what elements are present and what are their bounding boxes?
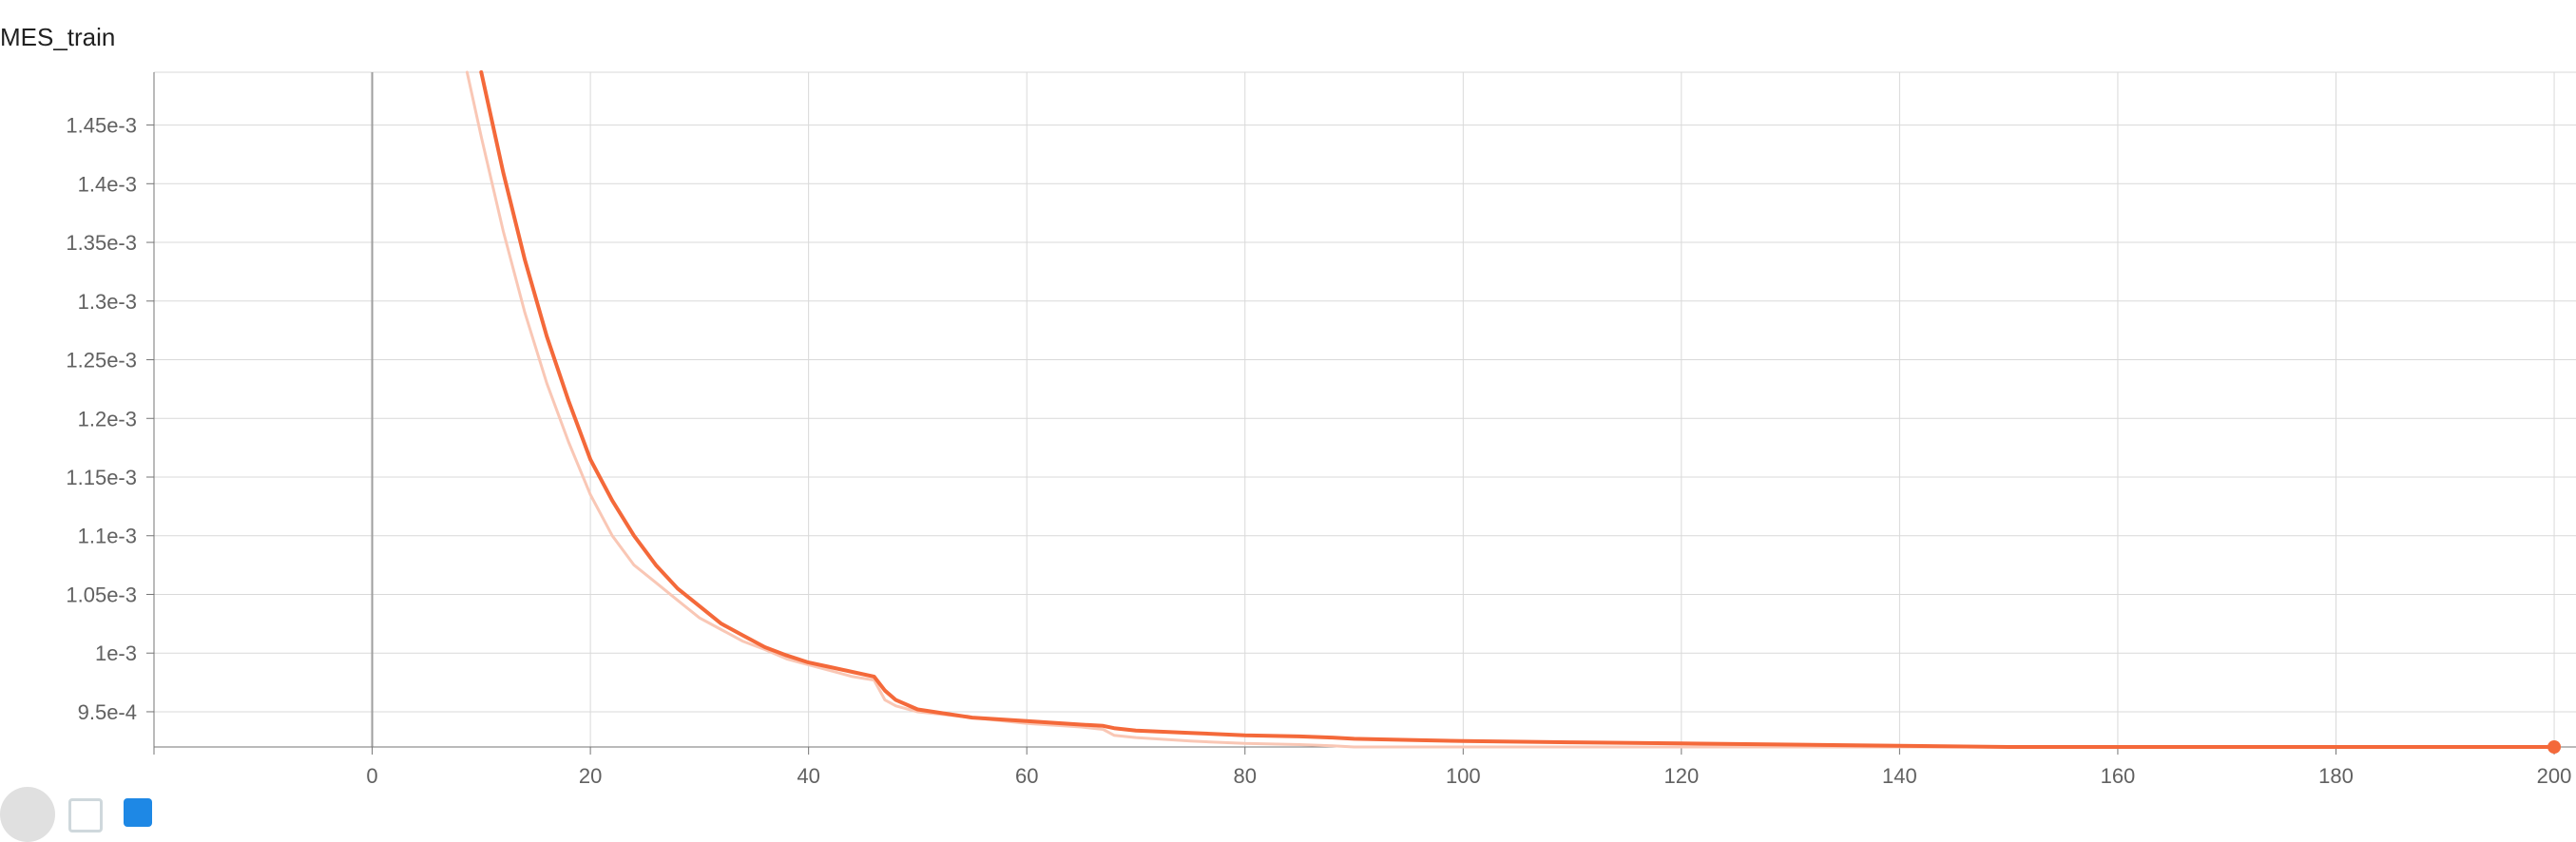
x-tick-label: 0 [366, 764, 377, 788]
expand-icon[interactable] [0, 787, 55, 842]
x-tick-label: 120 [1663, 764, 1699, 788]
chart-title: MES_train [0, 23, 116, 51]
x-tick-label: 160 [2101, 764, 2136, 788]
smoothed-series-line[interactable] [479, 70, 2556, 749]
x-tick-label: 20 [579, 764, 602, 788]
y-tick-label: 1.05e-3 [66, 583, 137, 606]
grid-lines [154, 71, 2576, 747]
x-tick-label: 140 [1882, 764, 1917, 788]
x-tick-label: 40 [797, 764, 819, 788]
y-tick-label: 1.15e-3 [66, 466, 137, 489]
y-tick-label: 1.25e-3 [66, 349, 137, 373]
x-tick-label: 180 [2318, 764, 2354, 788]
last-point-marker[interactable] [2547, 740, 2562, 754]
x-tick-label: 80 [1234, 764, 1257, 788]
line-chart[interactable]: 9.5e-4 1e-3 1.05e-3 1.1e-3 1.15e-3 1.2e-3 1.25… [0, 0, 2576, 805]
axes [146, 72, 2576, 755]
x-tick-label: 60 [1015, 764, 1038, 788]
x-tick-label: 200 [2537, 764, 2572, 788]
y-tick-label: 1.4e-3 [78, 172, 137, 196]
settings-icon[interactable] [124, 798, 152, 827]
raw-series-line[interactable] [465, 70, 2556, 749]
data-toggle-icon[interactable] [68, 798, 103, 832]
y-tick-label: 1e-3 [95, 641, 137, 665]
y-tick-label: 1.45e-3 [66, 114, 137, 138]
y-tick-label: 1.3e-3 [78, 290, 137, 314]
y-tick-label: 9.5e-4 [78, 700, 137, 724]
series-lines[interactable] [465, 70, 2562, 754]
y-tick-label: 1.35e-3 [66, 231, 137, 255]
tick-labels: 9.5e-4 1e-3 1.05e-3 1.1e-3 1.15e-3 1.2e-3 1.25… [66, 114, 2571, 788]
y-tick-label: 1.2e-3 [78, 407, 137, 431]
x-tick-label: 100 [1446, 764, 1481, 788]
y-tick-label: 1.1e-3 [78, 525, 137, 548]
